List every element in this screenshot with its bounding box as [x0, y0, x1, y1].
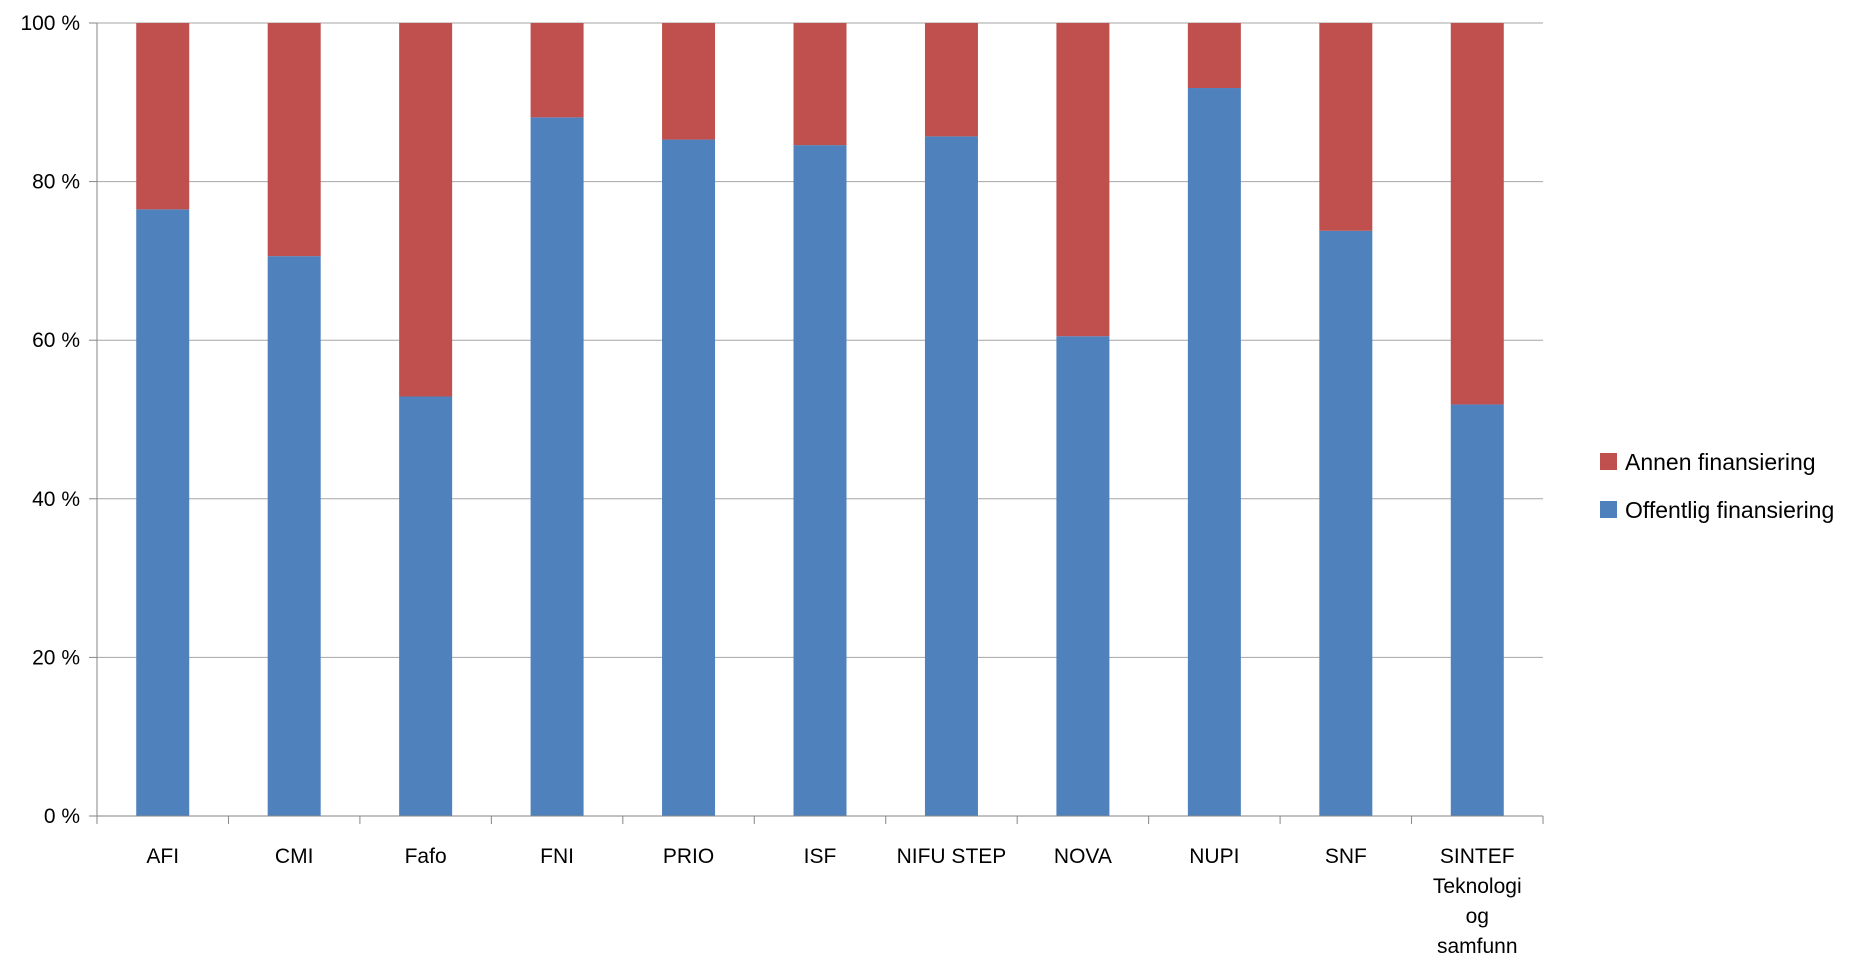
legend-swatch [1600, 453, 1617, 470]
bar-segment [1319, 230, 1373, 817]
legend: Annen finansiering Offentlig finansiering [1600, 449, 1834, 523]
bar-segment [1187, 88, 1241, 816]
bar-segment [1450, 23, 1504, 405]
bar-segment [662, 23, 716, 140]
y-tick-label: 60 % [32, 329, 80, 352]
x-category-label: Fafo [405, 845, 447, 868]
bar-segment [136, 209, 190, 817]
bar-segment [793, 23, 847, 146]
y-axis-tick-labels: 0 % 20 % 40 % 60 % 80 % 100 % [20, 12, 80, 828]
bar-segment [924, 23, 978, 137]
bars [136, 23, 1504, 817]
x-category-label: FNI [540, 845, 574, 868]
bar-segment [1056, 336, 1110, 816]
x-axis-category-labels: AFI CMI Fafo FNI PRIO ISF NIFU STEP NOVA NUPI SNF… [146, 845, 1521, 958]
bar-segment [530, 23, 584, 118]
bar-segment [793, 145, 847, 816]
x-category-label: PRIO [663, 845, 714, 868]
x-category-label: CMI [275, 845, 314, 868]
bar-segment [662, 139, 716, 817]
bar-segment [1450, 404, 1504, 816]
axes [89, 22, 1544, 824]
bar-segment [1187, 23, 1241, 89]
legend-swatch [1600, 501, 1617, 518]
bar-segment [267, 256, 321, 817]
x-category-label: AFI [146, 845, 179, 868]
x-category-label: ISF [804, 845, 837, 868]
y-tick-label: 20 % [32, 646, 80, 669]
x-category-label: SNF [1325, 845, 1367, 868]
y-tick-label: 100 % [20, 12, 80, 35]
x-category-label: NUPI [1189, 845, 1239, 868]
x-category-label: NIFU STEP [897, 845, 1007, 868]
bar-segment [267, 23, 321, 257]
bar-segment [530, 117, 584, 816]
legend-label: Annen finansiering [1625, 449, 1816, 475]
y-tick-label: 0 % [44, 805, 80, 828]
bar-segment [399, 396, 453, 816]
y-tick-label: 40 % [32, 488, 80, 511]
x-category-label: SINTEF Teknologi og samfunn [1433, 845, 1522, 958]
bar-segment [924, 136, 978, 817]
bar-segment [136, 23, 190, 210]
legend-label: Offentlig finansiering [1625, 497, 1834, 523]
bar-segment [1319, 23, 1373, 231]
bar-segment [399, 23, 453, 397]
bar-segment [1056, 23, 1110, 337]
x-category-label: NOVA [1054, 845, 1112, 868]
y-tick-label: 80 % [32, 171, 80, 194]
